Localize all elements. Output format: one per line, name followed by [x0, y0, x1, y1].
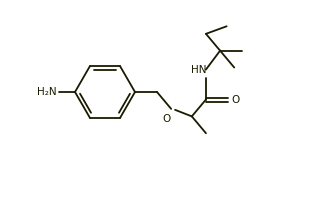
Text: O: O	[231, 94, 239, 104]
Text: O: O	[162, 114, 170, 124]
Text: H₂N: H₂N	[38, 87, 57, 97]
Text: HN: HN	[191, 64, 207, 74]
